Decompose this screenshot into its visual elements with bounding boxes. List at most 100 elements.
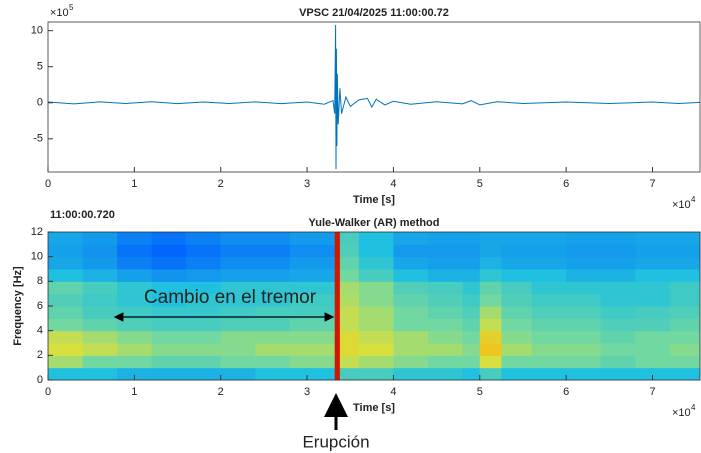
heatmap-cell [82, 306, 118, 319]
heatmap-cell [427, 330, 464, 344]
heatmap-cell [566, 244, 602, 258]
x-axis-label: Time [s] [353, 402, 395, 414]
axis-multiplier-exponent: 4 [691, 195, 696, 204]
heatmap-cell [427, 244, 464, 258]
heatmap-cell [82, 330, 118, 344]
heatmap-cell [566, 306, 602, 319]
x-tick-label: 7 [649, 178, 655, 190]
heatmap-cell [220, 318, 256, 332]
heatmap-cell [669, 244, 701, 258]
heatmap-cell [334, 293, 341, 307]
heatmap-cell [669, 355, 701, 369]
heatmap-cell [48, 293, 84, 307]
heatmap-cell [531, 256, 567, 270]
heatmap-cell [566, 318, 602, 332]
heatmap-cell [186, 343, 222, 356]
y-tick-label: 8 [37, 275, 43, 287]
heatmap-cell [358, 318, 394, 332]
line [47, 24, 701, 170]
heatmap-cell [600, 306, 636, 319]
heatmap-cell [151, 355, 187, 369]
chart-title: VPSC 21/04/2025 11:00:00.72 [299, 7, 449, 19]
y-tick-label: 0 [37, 374, 43, 386]
heatmap-cell [255, 281, 291, 295]
heatmap-cell [566, 293, 602, 307]
heatmap-cell [186, 281, 222, 295]
heatmap-cell [566, 232, 602, 245]
heatmap-cell [462, 244, 481, 258]
heatmap-cell [186, 269, 222, 282]
heatmap-cell [635, 232, 671, 245]
heatmap-cell [358, 355, 394, 369]
heatmap-cell [334, 256, 341, 270]
heatmap-cell [339, 269, 360, 282]
heatmap-cell [117, 318, 153, 332]
heatmap-cell [220, 355, 256, 369]
heatmap-cell [427, 293, 464, 307]
heatmap-cell [669, 343, 701, 356]
heatmap-cell [600, 256, 636, 270]
heatmap-cell [289, 293, 336, 307]
heatmap-cell [393, 281, 429, 295]
heatmap-cell [531, 330, 567, 344]
heatmap-cell [635, 330, 671, 344]
heatmap-cell [501, 367, 533, 381]
heatmap-cell [566, 330, 602, 344]
heatmap-cell [635, 293, 671, 307]
heatmap-cell [186, 256, 222, 270]
heatmap-cell [479, 306, 502, 319]
heatmap-cell [393, 293, 429, 307]
heatmap-cell [358, 293, 394, 307]
heatmap-cell [393, 232, 429, 245]
heatmap-cell [289, 232, 336, 245]
heatmap-cell [479, 318, 502, 332]
heatmap-cell [501, 269, 533, 282]
heatmap-cell [82, 318, 118, 332]
heatmap-cell [255, 269, 291, 282]
heatmap-cell [427, 367, 464, 381]
y-tick-label: 10 [31, 25, 43, 37]
heatmap-cell [289, 330, 336, 344]
heatmap-cell [479, 355, 502, 369]
heatmap-cell [117, 244, 153, 258]
heatmap-cell [462, 318, 481, 332]
x-tick-label: 0 [45, 178, 51, 190]
heatmap-cell [501, 318, 533, 332]
heatmap-cell [334, 367, 341, 381]
heatmap-cell [48, 232, 84, 245]
heatmap-cell [358, 367, 394, 381]
heatmap-cell [531, 306, 567, 319]
heatmap-cell [600, 232, 636, 245]
y-axis-label: Frequency [Hz] [12, 266, 24, 346]
heatmap-cell [255, 367, 291, 381]
heatmap-cell [462, 256, 481, 270]
heatmap-cell [462, 330, 481, 344]
heatmap-cell [334, 355, 341, 369]
heatmap-cell [635, 306, 671, 319]
y-tick-label: 6 [37, 300, 43, 312]
heatmap-cell [600, 330, 636, 344]
heatmap-cell [289, 355, 336, 369]
x-tick-label: 7 [649, 386, 655, 398]
heatmap-cell [427, 343, 464, 356]
heatmap-cell [393, 343, 429, 356]
heatmap-cell [186, 367, 222, 381]
axis-multiplier: ×10 [50, 7, 69, 19]
heatmap-cell [635, 367, 671, 381]
heatmap-cell [600, 244, 636, 258]
heatmap-cell [82, 355, 118, 369]
heatmap-cell [117, 281, 153, 295]
heatmap-cell [117, 269, 153, 282]
heatmap-cell [339, 256, 360, 270]
heatmap-cell [393, 355, 429, 369]
heatmap-cell [220, 293, 256, 307]
heatmap-cell [334, 281, 341, 295]
x-tick-label: 3 [304, 178, 310, 190]
annotation-text: Cambio en el tremor [144, 287, 317, 308]
heatmap-cell [358, 330, 394, 344]
heatmap-cell [669, 232, 701, 245]
heatmap-cell [635, 269, 671, 282]
heatmap-cell [334, 343, 341, 356]
heatmap-cell [635, 256, 671, 270]
heatmap-cell [635, 355, 671, 369]
